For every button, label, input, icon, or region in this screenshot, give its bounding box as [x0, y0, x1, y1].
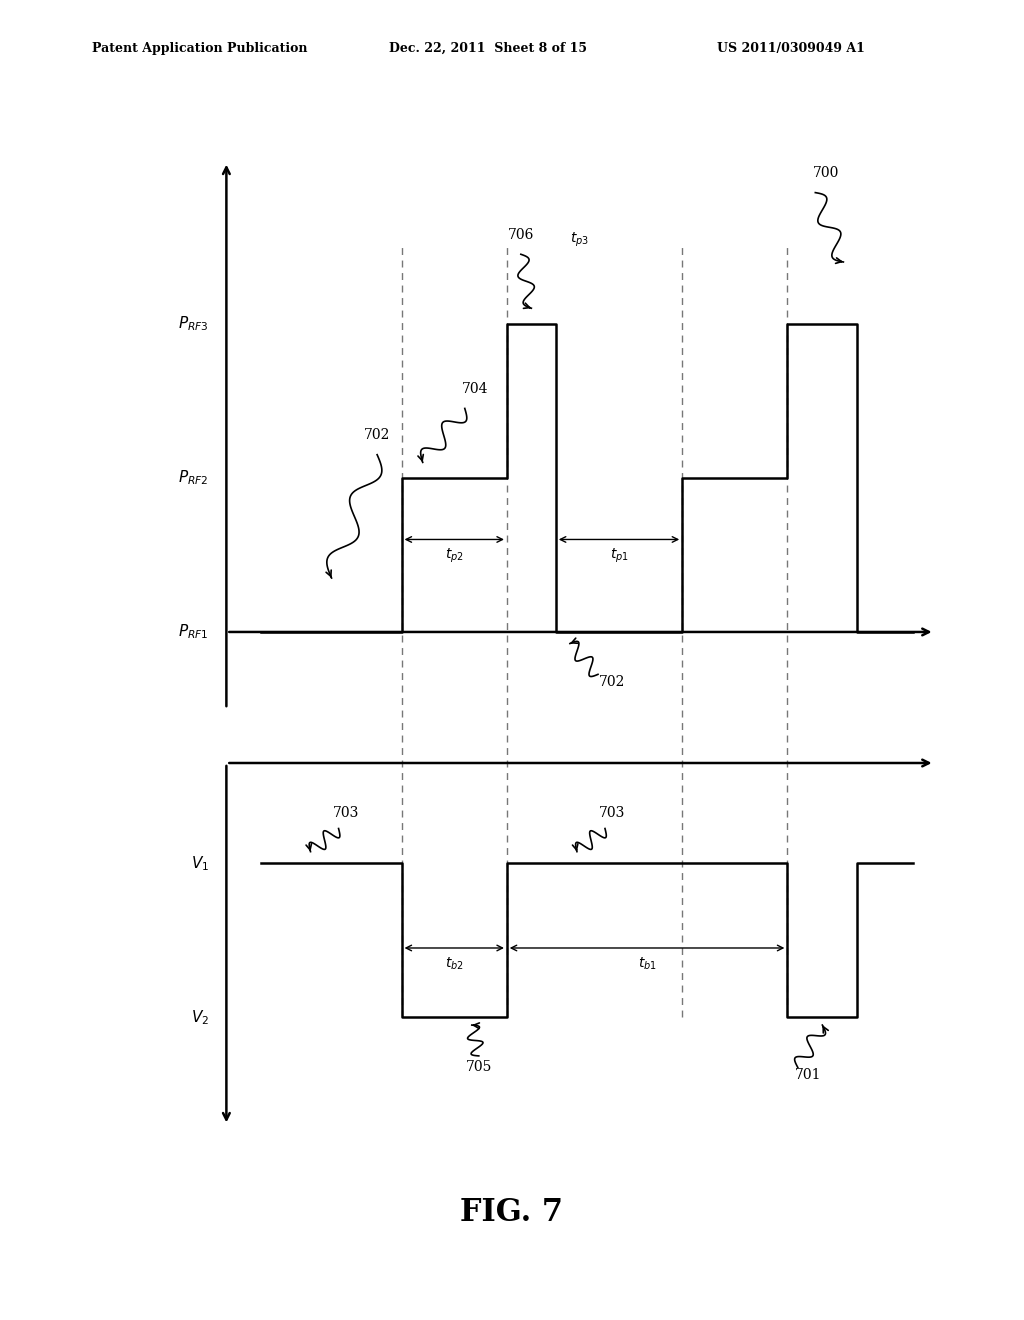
Text: 706: 706 — [508, 228, 535, 242]
Text: $t_{p2}$: $t_{p2}$ — [444, 546, 464, 565]
Text: Dec. 22, 2011  Sheet 8 of 15: Dec. 22, 2011 Sheet 8 of 15 — [389, 42, 587, 55]
Text: FIG. 7: FIG. 7 — [461, 1197, 563, 1228]
Text: 703: 703 — [333, 807, 358, 820]
Text: 703: 703 — [599, 807, 626, 820]
Text: $P_{RF1}$: $P_{RF1}$ — [178, 623, 209, 642]
Text: $t_{p3}$: $t_{p3}$ — [570, 231, 589, 249]
Text: $t_{b1}$: $t_{b1}$ — [638, 956, 656, 972]
Text: $t_{p1}$: $t_{p1}$ — [609, 546, 629, 565]
Text: $V_1$: $V_1$ — [190, 854, 209, 873]
Text: 704: 704 — [462, 381, 488, 396]
Text: $V_2$: $V_2$ — [190, 1008, 209, 1027]
Text: 700: 700 — [813, 166, 839, 181]
Text: Patent Application Publication: Patent Application Publication — [92, 42, 307, 55]
Text: US 2011/0309049 A1: US 2011/0309049 A1 — [717, 42, 864, 55]
Text: 701: 701 — [795, 1068, 821, 1082]
Text: $P_{RF3}$: $P_{RF3}$ — [178, 314, 209, 333]
Text: 705: 705 — [466, 1060, 492, 1074]
Text: 702: 702 — [599, 675, 626, 689]
Text: $P_{RF2}$: $P_{RF2}$ — [178, 469, 209, 487]
Text: 702: 702 — [364, 428, 390, 442]
Text: $t_{b2}$: $t_{b2}$ — [444, 956, 464, 972]
